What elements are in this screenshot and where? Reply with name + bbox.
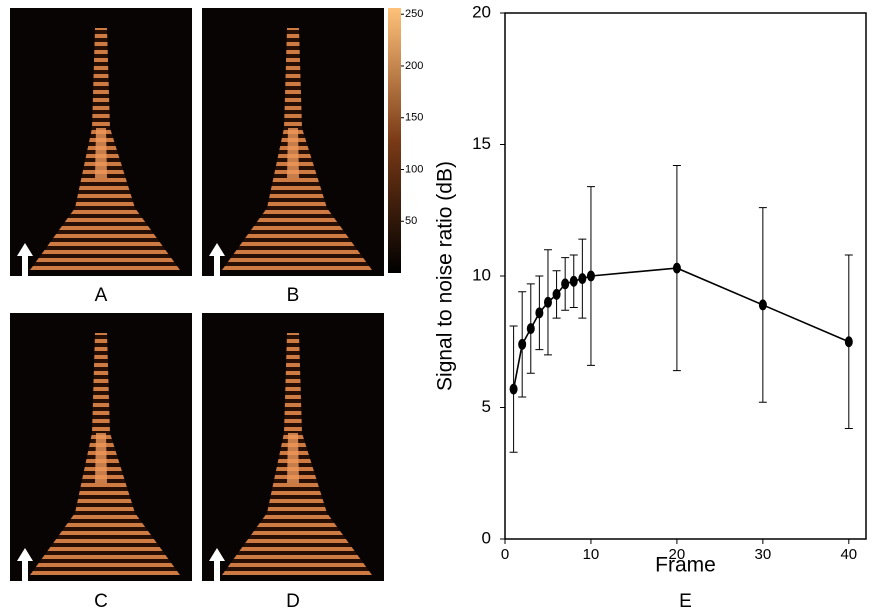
x-tick-label: 20 [669, 546, 686, 563]
data-point [569, 275, 578, 287]
y-axis-label: Signal to noise ratio (dB) [434, 161, 457, 391]
x-tick-label: 0 [501, 546, 509, 563]
y-tick-label: 15 [472, 134, 491, 153]
panel-label: C [94, 591, 108, 612]
data-point [758, 299, 767, 311]
y-tick-label: 20 [472, 2, 491, 21]
plot-frame [504, 12, 867, 540]
colorbar-tick-label: 200 [405, 60, 423, 72]
data-point [578, 273, 587, 285]
data-point [561, 278, 570, 290]
data-point [526, 323, 535, 335]
data-point [672, 262, 681, 274]
colorbar-tick-label: 150 [405, 112, 423, 124]
image-d [202, 313, 384, 581]
colorbar-tick-label: 100 [405, 163, 423, 175]
data-point [586, 270, 595, 282]
colorbar-tick-label: 50 [405, 215, 417, 227]
data-point [543, 296, 552, 308]
x-tick-label: 30 [755, 546, 772, 563]
data-point [509, 383, 518, 395]
image-a [10, 8, 192, 276]
y-tick-label: 5 [482, 397, 491, 416]
data-point [844, 336, 853, 348]
image-c [10, 313, 192, 581]
image-b [202, 8, 384, 276]
data-point [535, 307, 544, 319]
spectrogram-panels [10, 8, 401, 581]
panel-label: D [286, 591, 300, 612]
colorbar [388, 8, 401, 273]
x-tick-label: 10 [583, 546, 600, 563]
colorbar-tick-label: 250 [405, 8, 423, 20]
y-tick-label: 0 [482, 528, 491, 547]
data-point [518, 338, 527, 350]
x-axis-label: Frame [655, 554, 716, 577]
panel-label: A [95, 285, 108, 306]
panel-label: B [287, 285, 300, 306]
x-tick-label: 40 [840, 546, 857, 563]
panel-label: E [679, 591, 692, 612]
data-point [552, 288, 561, 300]
y-tick-label: 10 [472, 265, 491, 284]
